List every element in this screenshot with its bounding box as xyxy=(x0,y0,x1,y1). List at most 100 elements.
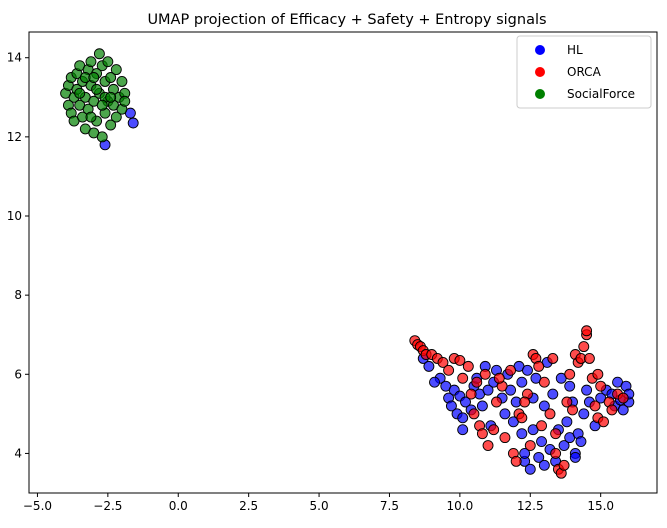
point-orca-25 xyxy=(510,455,522,467)
x-tick-label-2: 0.0 xyxy=(169,499,188,513)
point-orca-49 xyxy=(581,325,593,337)
point-socialforce-30 xyxy=(102,56,114,68)
point-socialforce-48 xyxy=(105,91,117,103)
point-hl-48 xyxy=(558,440,570,451)
point-socialforce-38 xyxy=(116,76,128,87)
point-hl-69 xyxy=(429,376,440,388)
x-tick-label-6: 10.0 xyxy=(447,499,474,513)
point-socialforce-17 xyxy=(85,56,97,68)
point-hl-12 xyxy=(457,412,469,424)
point-hl-72 xyxy=(569,451,581,463)
point-hl-40 xyxy=(538,400,550,412)
point-orca-34 xyxy=(538,376,550,388)
point-orca-12 xyxy=(462,360,474,372)
point-socialforce-45 xyxy=(88,72,100,83)
point-orca-62 xyxy=(519,396,531,408)
point-socialforce-43 xyxy=(91,83,103,95)
x-tick-label-3: 2.5 xyxy=(239,499,258,513)
point-hl-30 xyxy=(516,428,528,440)
point-socialforce-35 xyxy=(110,64,122,76)
point-hl-20 xyxy=(482,384,494,396)
point-orca-20 xyxy=(491,396,502,408)
x-tick-label-5: 7.5 xyxy=(380,499,399,513)
point-hl-73 xyxy=(564,380,576,392)
point-socialforce-25 xyxy=(96,131,108,143)
point-orca-35 xyxy=(544,408,556,420)
legend-label-orca: ORCA xyxy=(567,65,602,79)
point-hl-14 xyxy=(457,424,469,436)
point-orca-36 xyxy=(547,353,559,364)
point-orca-63 xyxy=(493,372,505,384)
point-orca-55 xyxy=(598,416,609,428)
point-hl-44 xyxy=(547,388,559,400)
point-orca-50 xyxy=(583,353,595,364)
point-socialforce-36 xyxy=(110,111,122,123)
point-orca-19 xyxy=(488,424,500,436)
y-tick-label-4: 12 xyxy=(7,130,22,144)
point-hl-65 xyxy=(617,404,629,416)
point-orca-40 xyxy=(558,459,570,471)
point-hl-1 xyxy=(127,117,139,129)
point-hl-13 xyxy=(460,396,471,408)
points-layer xyxy=(60,48,635,479)
y-tick-label-1: 6 xyxy=(14,367,22,381)
legend: HL ORCA SocialForce xyxy=(516,35,652,109)
point-socialforce-46 xyxy=(96,99,108,111)
y-axis: 4 6 8 10 12 14 xyxy=(7,51,29,460)
point-hl-33 xyxy=(519,447,531,459)
legend-box xyxy=(516,35,652,109)
point-orca-8 xyxy=(443,364,455,376)
point-hl-54 xyxy=(575,436,587,448)
point-hl-31 xyxy=(516,376,528,388)
point-orca-43 xyxy=(567,404,578,416)
point-orca-23 xyxy=(505,364,517,376)
y-tick-label-5: 14 xyxy=(7,51,22,65)
point-orca-17 xyxy=(479,368,491,380)
point-orca-57 xyxy=(606,404,618,416)
point-socialforce-41 xyxy=(119,95,131,107)
point-orca-61 xyxy=(468,408,480,420)
point-orca-47 xyxy=(578,341,590,353)
point-hl-35 xyxy=(524,463,536,475)
point-orca-22 xyxy=(499,432,511,444)
point-orca-11 xyxy=(457,372,469,384)
point-orca-29 xyxy=(524,440,536,451)
point-hl-24 xyxy=(499,408,511,420)
y-tick-label-3: 10 xyxy=(7,209,22,223)
point-orca-42 xyxy=(564,368,576,380)
legend-marker-orca xyxy=(535,67,545,77)
point-hl-39 xyxy=(536,436,547,448)
point-orca-16 xyxy=(476,428,488,440)
point-orca-37 xyxy=(550,428,562,440)
point-socialforce-23 xyxy=(93,48,105,60)
point-orca-64 xyxy=(592,368,604,380)
point-socialforce-47 xyxy=(74,87,86,99)
y-tick-label-2: 8 xyxy=(14,288,22,302)
point-orca-7 xyxy=(437,356,449,368)
point-hl-55 xyxy=(578,408,590,420)
point-orca-10 xyxy=(454,354,466,366)
x-tick-label-7: 12.5 xyxy=(517,499,544,513)
point-socialforce-49 xyxy=(85,111,97,123)
x-tick-label-4: 5.0 xyxy=(310,499,329,513)
x-tick-label-0: −5.0 xyxy=(23,499,52,513)
point-hl-56 xyxy=(581,384,593,396)
point-orca-14 xyxy=(471,376,483,388)
point-orca-41 xyxy=(561,396,573,408)
point-orca-33 xyxy=(536,420,547,432)
point-hl-19 xyxy=(476,400,488,412)
point-orca-27 xyxy=(516,412,528,424)
point-orca-59 xyxy=(617,392,629,404)
point-socialforce-32 xyxy=(105,72,117,83)
legend-marker-socialforce xyxy=(535,89,545,99)
point-hl-34 xyxy=(522,364,533,376)
point-hl-41 xyxy=(538,459,550,471)
legend-label-hl: HL xyxy=(567,43,583,57)
point-orca-52 xyxy=(589,400,601,412)
point-hl-8 xyxy=(445,400,457,412)
plot-frame xyxy=(28,31,658,494)
point-socialforce-31 xyxy=(105,119,117,131)
x-axis: −5.0 −2.5 0.0 2.5 5.0 7.5 10.0 12.5 15.0 xyxy=(23,493,614,513)
legend-marker-hl xyxy=(535,45,545,55)
